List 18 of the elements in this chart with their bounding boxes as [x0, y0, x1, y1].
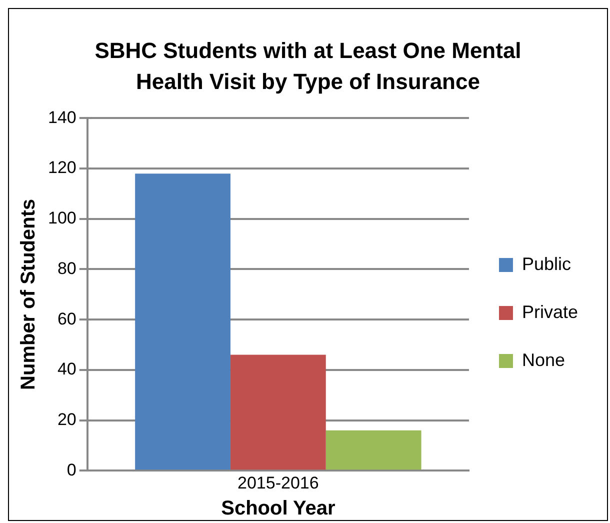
y-tick-label: 80	[57, 258, 76, 278]
legend-label: Public	[522, 254, 572, 274]
y-tick-label: 20	[57, 410, 76, 429]
y-tick-label: 100	[48, 208, 76, 228]
y-tick-label: 140	[48, 108, 76, 127]
bar	[326, 430, 422, 470]
y-tick-label: 0	[66, 460, 76, 480]
y-tick-label: 60	[57, 309, 76, 328]
chart-title: SBHC Students with at Least One Mental Health Visit by Type of Insurance	[94, 37, 522, 96]
legend-label: Private	[522, 302, 578, 322]
y-axis-title: Number of Students	[18, 198, 40, 390]
y-tick-label: 40	[57, 360, 76, 379]
y-tick-label: 120	[48, 158, 76, 178]
bar	[135, 174, 230, 470]
legend-label: None	[522, 350, 566, 370]
x-tick-label: 2015-2016	[238, 473, 319, 492]
x-axis-title: School Year	[221, 498, 336, 520]
bar	[230, 354, 326, 470]
